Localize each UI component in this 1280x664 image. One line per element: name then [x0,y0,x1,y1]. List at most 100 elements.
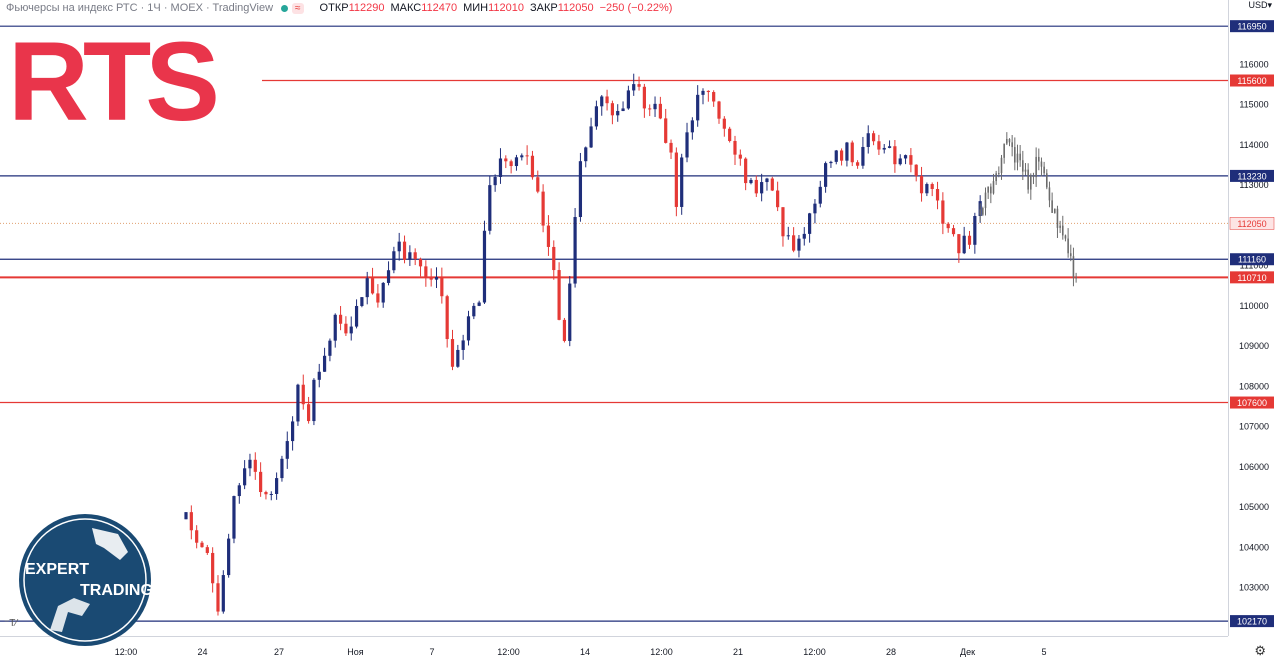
candle-body [600,96,604,107]
candle-body [370,278,375,294]
candle-body [275,478,279,494]
level-label: 102170 [1237,617,1267,627]
candle-body [866,133,870,147]
level-label-bg [1230,615,1274,628]
price-candles [184,73,982,616]
candle-body [946,223,950,229]
forecast-body [1016,153,1019,163]
forecast-body [984,192,987,209]
settings-gear-icon[interactable]: ⚙ [1254,643,1266,658]
candle-body [514,157,519,167]
level-labels: 116950 115600 113230 111160 110710 107600 1021… [1229,20,1275,628]
candle-body [850,142,854,163]
forecast-body [998,173,1000,175]
tradingview-icon[interactable]: ⁻T⁄ [4,618,18,629]
candle-body [973,216,977,245]
candle-body [482,230,487,303]
forecast-body [1019,153,1021,161]
last-price-label-bg [1229,217,1275,230]
rts-logo: RTS [8,26,222,126]
candle-body [834,150,838,162]
candle-body [845,142,849,161]
forecast-body [1027,169,1029,190]
compare-icon[interactable]: ≈ [292,2,304,14]
x-tick-label: Дек [960,647,975,657]
candle-body [824,163,828,187]
candle-body [269,493,273,495]
candle-body [701,90,705,95]
candle-body [749,179,753,184]
candle-body [664,118,668,143]
candle-body [930,184,934,189]
currency-selector[interactable]: USD▾ [1248,0,1272,10]
candle-body [605,96,609,104]
forecast-body [1003,143,1005,158]
candle-body [365,278,369,298]
candle-body [466,316,471,341]
candle-body [562,319,567,341]
last-price-label: 112050 [1237,219,1266,229]
candle-body [893,146,897,165]
badge-circle [19,514,151,646]
forecast-body [990,186,992,194]
forecast-body [1053,208,1056,213]
forecast-body [1024,169,1027,172]
candle-body [957,234,961,254]
candle-body [205,547,209,553]
candle-body [578,161,583,218]
candle-body [461,340,465,350]
candle-body [429,276,433,280]
candle-body [296,384,300,422]
candle-body [808,213,812,234]
candle-body [264,492,268,495]
symbol-title[interactable]: Фьючерсы на индекс РТС · 1Ч · MOEX · Tra… [6,2,274,14]
candle-body [259,471,263,493]
candle-body [424,266,428,277]
candle-body [344,323,348,334]
candle-body [935,188,940,201]
candle-body [573,217,577,284]
candle-body [216,583,220,612]
candle-body [802,233,806,239]
candle-body [291,421,295,442]
forecast-body [1022,160,1024,172]
candle-body [488,185,492,231]
candle-body [477,302,481,306]
candle-body [418,258,423,267]
open-label: ОТКР [319,2,349,14]
candle-body [882,147,886,150]
candle-body [354,305,359,327]
candle-body [328,340,332,356]
candle-body [616,111,620,116]
candle-body [338,314,343,324]
candle-body [754,179,758,194]
candle-body [962,235,966,254]
y-tick-label: 107000 [1239,422,1269,432]
forecast-body [1038,156,1040,162]
price-axis: 103000 104000 105000 106000 107000 108000 1090… [1239,59,1269,592]
candle-body [967,235,972,245]
candle-body [386,270,391,283]
candle-body [706,90,710,93]
candle-body [712,92,716,102]
candle-body [568,283,572,341]
candle-body [669,142,673,153]
candle-body [674,152,678,207]
level-label-bg [1230,169,1274,182]
badge-bottom-text: TRADING [80,582,153,599]
candle-body [381,282,385,303]
candle-body [839,150,844,161]
y-tick-label: 113000 [1239,180,1268,190]
candle-body [765,178,769,183]
level-label: 111160 [1238,255,1266,265]
x-tick-label: 12:00 [115,647,138,657]
candle-body [504,158,508,162]
close-label: ЗАКР [530,2,558,14]
candle-body [594,106,599,127]
forecast-body [1008,138,1011,143]
candle-body [717,101,721,119]
x-tick-label: 7 [429,647,434,657]
level-label: 113230 [1237,171,1266,181]
candle-body [434,276,439,280]
